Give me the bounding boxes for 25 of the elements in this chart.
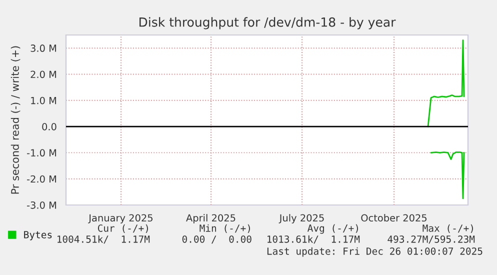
text: 1013.61k/ 1.17M: [268, 235, 360, 244]
y-tick-label: 3.0 M: [30, 44, 56, 52]
y-tick-label: -3.0 M: [27, 201, 56, 209]
x-tick-label: January 2025: [88, 214, 152, 224]
y-tick-label: 0.0: [42, 123, 56, 130]
text: 1004.51k/ 1.17M: [58, 235, 150, 244]
x-tick-label: April 2025: [186, 214, 236, 224]
text: Min (-/+): [200, 224, 250, 233]
x-tick-label: July 2025: [278, 214, 324, 224]
text: 0.00 / 0.00: [182, 235, 252, 244]
y-tick-label: -2.0 M: [27, 175, 56, 183]
y-tick-label: 1.0 M: [31, 96, 56, 104]
text: 493.27M/595.23M: [388, 235, 475, 244]
text: Last update: Fri Dec 26 01:00:07 2025: [267, 247, 482, 257]
text: Max (-/+): [422, 224, 473, 233]
line-series: [430, 151, 465, 200]
legend-label: Bytes: [24, 231, 52, 240]
chart-title: Disk throughput for /dev/dm-18 - by year: [140, 17, 396, 30]
x-tick-label: October 2025: [361, 214, 427, 222]
y-tick-label: 2.0 M: [30, 70, 56, 78]
y-axis-title: Pr second read (-) / write (+): [10, 46, 20, 194]
text: Cur (-/+): [98, 224, 148, 233]
line-series: [427, 40, 465, 128]
y-tick-label: -1.0 M: [27, 149, 56, 157]
text: Avg (-/+): [308, 224, 358, 234]
